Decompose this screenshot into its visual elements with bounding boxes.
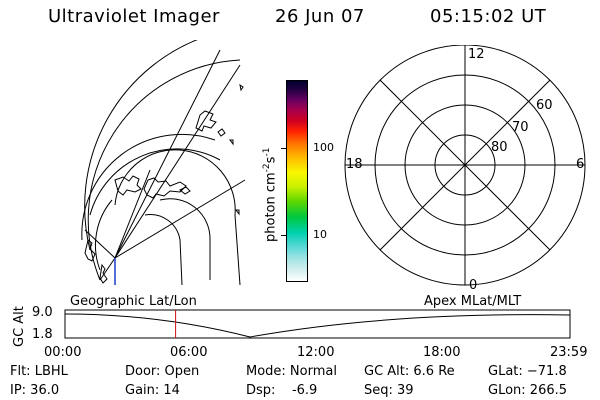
info-dsp: Dsp: -6.9	[246, 383, 318, 398]
date-label: 26 Jun 07	[275, 6, 365, 27]
gc-y-top: 9.0	[32, 305, 53, 320]
colorbar-unit-label: photon cm-2s-1	[262, 147, 279, 242]
mlt-label-0: 0	[469, 278, 478, 293]
lat-arc	[159, 198, 211, 280]
lat-arc	[87, 59, 241, 281]
lat-label-70: 70	[512, 120, 529, 135]
geographic-map	[81, 40, 246, 286]
lat-label-60: 60	[536, 98, 553, 113]
colorbar-tick-100: 100	[313, 141, 334, 154]
gc-y-bottom: 1.8	[32, 327, 53, 342]
gc-alt-curve	[64, 313, 571, 338]
geographic-caption: Geographic Lat/Lon	[70, 294, 197, 309]
x-tick-3: 18:00	[423, 345, 461, 360]
lat-arc	[84, 40, 198, 251]
time-label: 05:15:02 UT	[430, 6, 547, 27]
x-tick-0: 00:00	[44, 345, 82, 360]
apex-caption: Apex MLat/MLT	[424, 294, 522, 309]
info-glon: GLon: 266.5	[488, 383, 568, 398]
info-ip: IP: 36.0	[10, 383, 60, 398]
mlt-label-12: 12	[468, 47, 485, 62]
mlt-label-18: 18	[346, 157, 363, 172]
x-tick-1: 06:00	[170, 345, 208, 360]
info-mode: Mode: Normal	[246, 364, 337, 379]
intensity-colorbar	[286, 80, 308, 282]
info-gain: Gain: 14	[125, 383, 180, 398]
info-seq: Seq: 39	[364, 383, 414, 398]
info-gcalt: GC Alt: 6.6 Re	[364, 364, 455, 379]
x-tick-4: 23:59	[550, 345, 588, 360]
info-glat: GLat: −71.8	[488, 364, 567, 379]
x-tick-2: 12:00	[297, 345, 335, 360]
lat-arc	[144, 214, 183, 286]
colorbar-tick-10: 10	[313, 228, 327, 241]
info-door: Door: Open	[125, 364, 200, 379]
lat-label-80: 80	[491, 140, 508, 155]
gc-alt-axis-label: GC Alt	[12, 306, 27, 347]
polar-grid	[344, 45, 586, 286]
gc-alt-plot	[64, 309, 571, 339]
info-flt: Flt: LBHL	[10, 364, 68, 379]
app-title: Ultraviolet Imager	[48, 6, 220, 27]
mlt-label-6: 6	[576, 157, 585, 172]
